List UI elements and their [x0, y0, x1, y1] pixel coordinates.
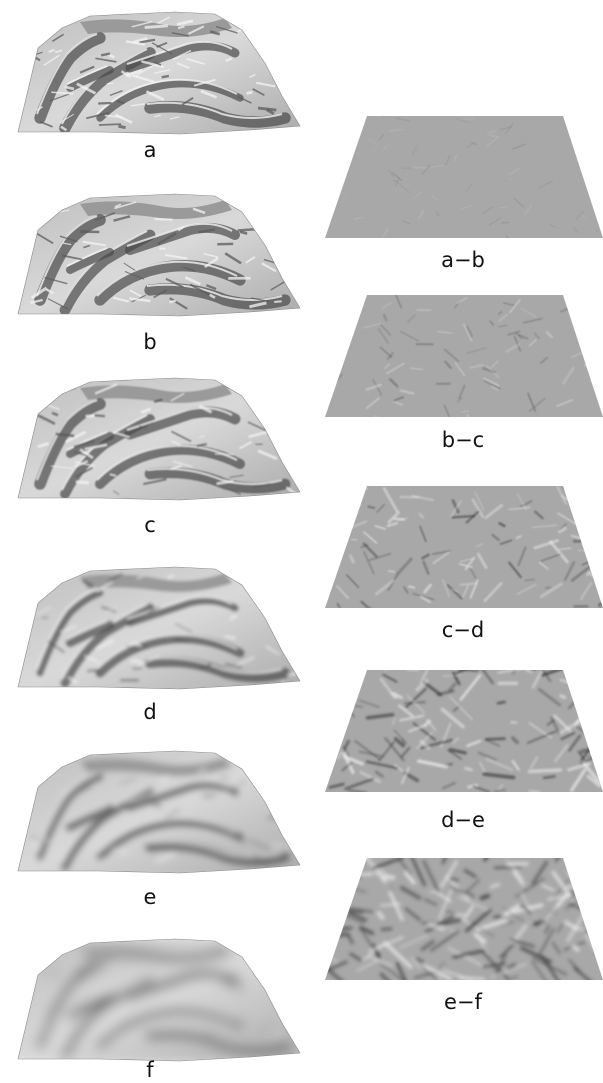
terrain-surface-f-image [17, 938, 301, 1062]
terrain-surface-a-image [17, 11, 301, 135]
terrain-label-c: c [144, 513, 156, 537]
terrain-surface-d-image [17, 566, 301, 690]
difference-surface-e-f [323, 856, 603, 980]
difference-surface-d-e [323, 668, 603, 792]
terrain-surface-e-image [17, 750, 301, 874]
terrain-label-a: a [143, 138, 157, 162]
terrain-surface-c [10, 374, 305, 504]
difference-surface-b-c [323, 293, 603, 417]
terrain-label-d: d [143, 700, 157, 724]
difference-label-c-d: c−d [441, 618, 485, 642]
difference-label-d-e: d−e [441, 808, 485, 832]
difference-surface-b-c-image [325, 295, 603, 417]
terrain-label-b: b [143, 330, 157, 354]
difference-label-b-c: b−c [441, 428, 485, 452]
terrain-surface-e [10, 747, 305, 877]
terrain-label-f: f [146, 1058, 154, 1082]
terrain-label-e: e [143, 885, 157, 909]
difference-label-e-f: e−f [444, 990, 482, 1014]
terrain-surface-b [10, 190, 305, 320]
difference-label-a-b: a−b [441, 248, 485, 272]
terrain-surface-a [10, 8, 305, 138]
difference-surface-e-f-image [325, 858, 603, 980]
difference-surface-d-e-image [325, 670, 603, 792]
difference-surface-c-d-image [325, 486, 603, 608]
terrain-surface-b-image [17, 193, 301, 317]
difference-surface-a-b [323, 114, 603, 238]
terrain-surface-c-image [17, 377, 301, 501]
terrain-surface-d [10, 563, 305, 693]
terrain-surface-f [10, 935, 305, 1065]
difference-surface-a-b-image [325, 116, 603, 238]
difference-surface-c-d [323, 484, 603, 608]
